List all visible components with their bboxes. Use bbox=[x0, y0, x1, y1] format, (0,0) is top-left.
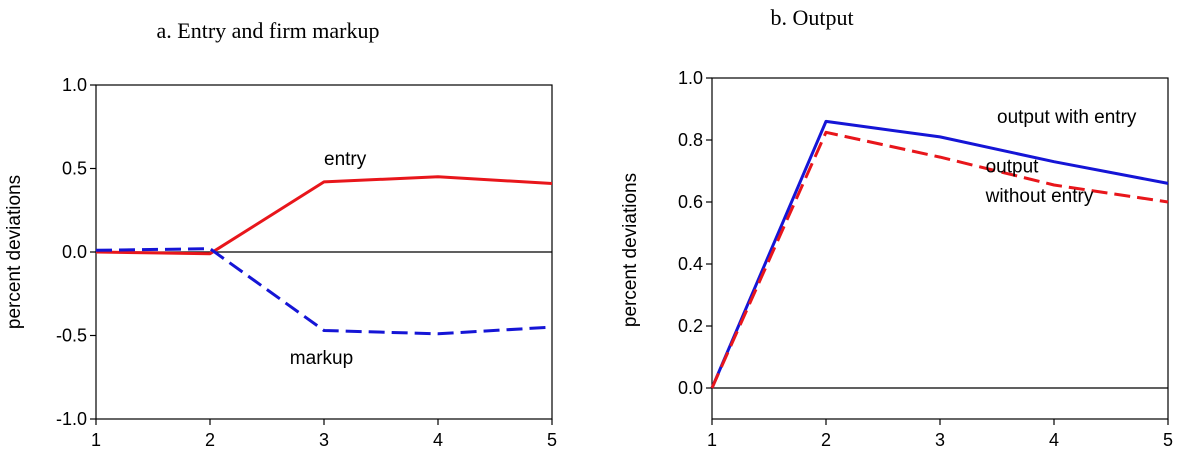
y-tick-label: 0.0 bbox=[678, 378, 703, 398]
y-tick-label: 0.8 bbox=[678, 130, 703, 150]
x-tick-label: 4 bbox=[433, 430, 443, 450]
chart-b: b. Output percent deviations 0.0 0.2 0.4 0.6 0… bbox=[620, 5, 1173, 450]
chart-title: b. Output bbox=[770, 5, 853, 30]
y-tick-label: 0.2 bbox=[678, 316, 703, 336]
series-annotation: without entry bbox=[985, 186, 1094, 207]
series-line-output-with-entry bbox=[710, 119, 1169, 389]
plot-frame bbox=[711, 77, 1169, 420]
y-tick-label: 0.4 bbox=[678, 254, 703, 274]
x-tick-label: 4 bbox=[1049, 430, 1059, 450]
y-axis-label: percent deviations bbox=[4, 175, 25, 329]
y-tick-label: 1.0 bbox=[678, 68, 703, 88]
y-tick-label: 1.0 bbox=[62, 75, 87, 95]
x-tick-label: 1 bbox=[707, 430, 717, 450]
series-annotation: markup bbox=[290, 348, 353, 369]
y-tick-label: 0.5 bbox=[62, 159, 87, 179]
y-tick-label: 0.0 bbox=[62, 242, 87, 262]
x-tick-label: 1 bbox=[91, 430, 101, 450]
series-line-entry bbox=[95, 175, 553, 256]
x-tick-label: 3 bbox=[935, 430, 945, 450]
series-annotation: output with entry bbox=[997, 107, 1137, 128]
x-tick-label: 3 bbox=[319, 430, 329, 450]
series-line-output-without-entry bbox=[710, 130, 1169, 389]
series-line-markup bbox=[95, 247, 553, 336]
y-axis-label: percent deviations bbox=[620, 173, 641, 327]
series-annotation: entry bbox=[324, 149, 367, 170]
chart-a: a. Entry and firm markup percent deviatio… bbox=[4, 18, 557, 450]
series-annotation: output bbox=[986, 157, 1040, 178]
y-tick-label: -1.0 bbox=[56, 409, 87, 429]
chart-title: a. Entry and firm markup bbox=[157, 18, 380, 43]
x-tick-label: 5 bbox=[547, 430, 557, 450]
y-tick-label: 0.6 bbox=[678, 192, 703, 212]
x-tick-label: 2 bbox=[205, 430, 215, 450]
x-tick-label: 2 bbox=[821, 430, 831, 450]
y-tick-label: -0.5 bbox=[56, 326, 87, 346]
x-tick-label: 5 bbox=[1163, 430, 1173, 450]
